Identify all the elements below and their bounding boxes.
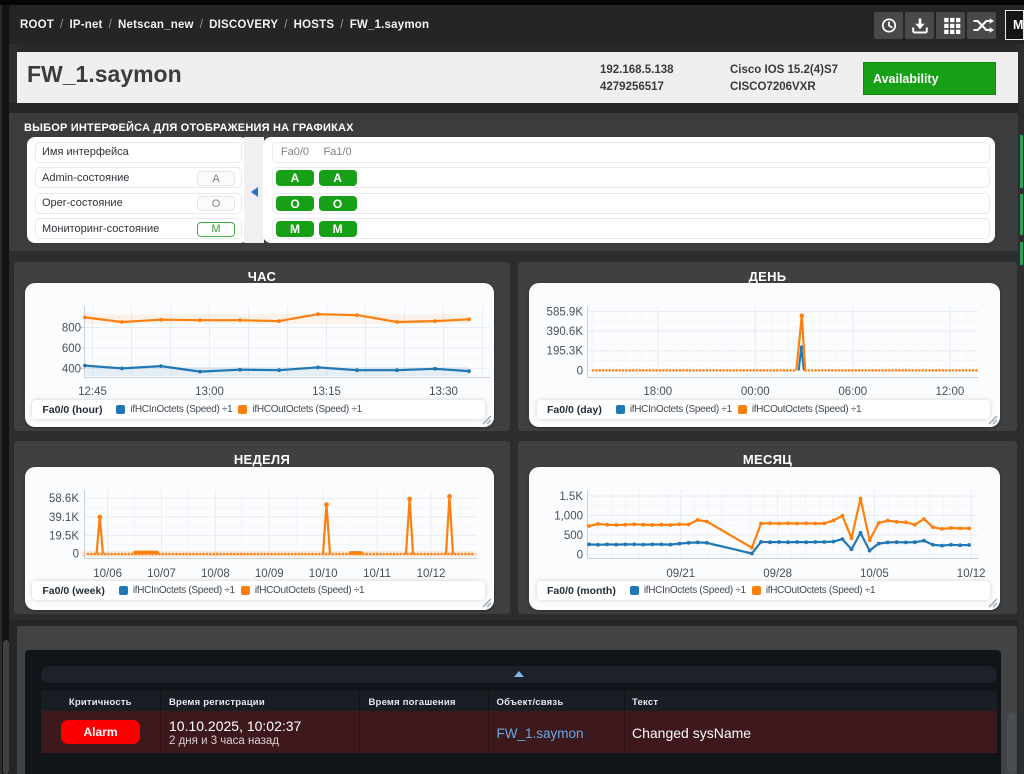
svg-text:13:00: 13:00 [195,386,224,398]
svg-text:18:00: 18:00 [643,386,672,398]
svg-text:12:45: 12:45 [78,386,107,398]
svg-text:800: 800 [62,323,81,335]
svg-text:10/07: 10/07 [147,568,176,580]
svg-text:10/10: 10/10 [309,568,338,580]
svg-text:09/28: 09/28 [763,568,792,580]
svg-text:10/06: 10/06 [93,568,122,580]
svg-text:12:00: 12:00 [936,386,965,398]
svg-text:1,000: 1,000 [554,511,583,523]
svg-text:06:00: 06:00 [838,386,867,398]
svg-text:10/08: 10/08 [201,568,230,580]
svg-text:600: 600 [62,343,81,355]
svg-text:10/11: 10/11 [363,568,391,580]
svg-text:13:30: 13:30 [429,386,458,398]
svg-text:0: 0 [577,365,583,377]
svg-text:13:15: 13:15 [312,386,341,398]
svg-text:10/05: 10/05 [860,568,889,580]
svg-text:500: 500 [564,530,583,542]
svg-text:1.5K: 1.5K [559,491,583,503]
svg-text:400: 400 [62,363,81,375]
svg-text:10/12: 10/12 [417,568,446,580]
svg-text:195.3K: 195.3K [547,346,584,358]
svg-text:390.6K: 390.6K [547,326,584,338]
svg-text:09/21: 09/21 [666,568,695,580]
svg-text:58.6K: 58.6K [49,493,79,505]
svg-text:585.9K: 585.9K [547,307,584,319]
svg-text:19.5K: 19.5K [49,530,79,542]
svg-text:0: 0 [577,549,583,561]
svg-text:39.1K: 39.1K [49,512,79,524]
svg-text:00:00: 00:00 [741,386,770,398]
svg-text:10/09: 10/09 [255,568,284,580]
svg-text:0: 0 [73,548,79,560]
svg-text:10/12: 10/12 [957,568,986,580]
